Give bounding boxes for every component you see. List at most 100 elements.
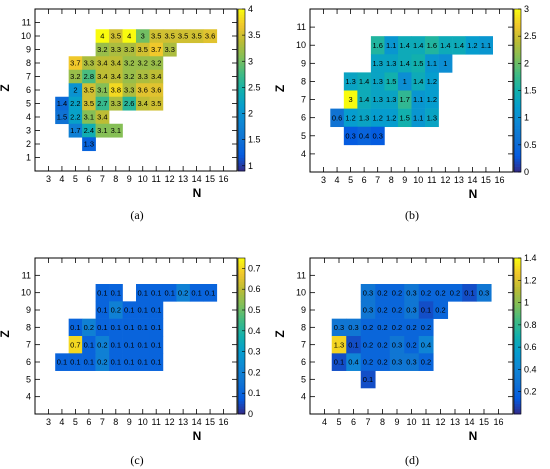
heatmap-cell xyxy=(425,108,439,128)
colorbar-segment xyxy=(514,307,521,311)
colorbar-segment xyxy=(514,120,521,124)
colorbar-segment xyxy=(514,346,521,350)
heatmap-cell xyxy=(68,69,83,84)
x-tick-label: 12 xyxy=(165,417,175,427)
colorbar-segment xyxy=(238,375,245,378)
cell-value-label: 0.1 xyxy=(138,306,148,315)
colorbar-segment xyxy=(238,44,245,48)
colorbar-segment xyxy=(238,359,245,363)
heatmap-cell xyxy=(122,69,137,84)
heatmap-cell xyxy=(389,301,405,319)
heatmap-cell xyxy=(465,36,480,55)
colorbar-segment xyxy=(238,46,245,50)
cell-value-label: 1.2 xyxy=(386,113,396,122)
cell-value-label: 3.4 xyxy=(111,59,121,68)
heatmap-cell xyxy=(109,301,123,319)
heatmap-cell xyxy=(343,72,358,91)
cell-value-label: 1.4 xyxy=(413,77,423,86)
heatmap-cell xyxy=(389,336,405,354)
heatmap-cell xyxy=(95,301,110,319)
y-tick-label: 1 xyxy=(26,153,31,163)
colorbar-tick-label: 0.7 xyxy=(248,263,261,273)
colorbar-segment xyxy=(238,144,245,148)
colorbar-segment xyxy=(238,310,245,313)
colorbar-segment xyxy=(514,356,521,360)
colorbar-segment xyxy=(514,364,521,368)
cell-value-label: 3.4 xyxy=(138,99,148,108)
cell-value-label: 3.6 xyxy=(138,86,148,95)
colorbar-segment xyxy=(238,141,245,145)
colorbar-tick-label: 3 xyxy=(248,56,253,66)
colorbar-segment xyxy=(514,372,521,376)
colorbar-segment xyxy=(238,154,245,158)
y-tick-label: 6 xyxy=(301,357,306,367)
colorbar-segment xyxy=(514,25,521,29)
colorbar-segment xyxy=(238,36,245,40)
colorbar-segment xyxy=(514,28,521,32)
colorbar-segment xyxy=(514,169,521,173)
colorbar-segment xyxy=(238,260,245,264)
colorbar-tick-label: 1.4 xyxy=(524,253,537,263)
colorbar-segment xyxy=(514,320,521,324)
cell-value-label: 0.3 xyxy=(348,323,358,332)
heatmap-cell xyxy=(370,72,385,91)
y-tick-label: 4 xyxy=(301,392,306,402)
colorbar-segment xyxy=(238,19,245,23)
colorbar-segment xyxy=(238,286,245,290)
y-tick-label: 8 xyxy=(26,322,31,332)
cell-value-label: 0.1 xyxy=(97,323,107,332)
colorbar-segment xyxy=(238,385,245,389)
heatmap-cell xyxy=(411,108,426,128)
cell-value-label: 4 xyxy=(127,32,131,41)
cell-value-label: 0.3 xyxy=(372,131,382,140)
heatmap-cell xyxy=(109,336,123,354)
heatmap-cell xyxy=(384,90,399,109)
x-tick-label: 14 xyxy=(467,175,477,185)
heatmap-cell xyxy=(404,353,420,371)
colorbar-segment xyxy=(514,49,521,53)
cell-value-label: 0.1 xyxy=(57,358,67,367)
colorbar-segment xyxy=(238,138,245,142)
colorbar-segment xyxy=(238,76,245,80)
colorbar-segment xyxy=(238,11,245,15)
heatmap-cell xyxy=(162,29,177,44)
heatmap-cell xyxy=(136,318,150,337)
heatmap-cell xyxy=(425,54,439,73)
colorbar-segment xyxy=(514,38,521,42)
panel-b: 1.6 1.1 1.4 1.4 1.6 1.4 1.4 1.2 1.11.3 1.3 1.4 1.5 1… xyxy=(273,4,537,222)
colorbar-frame xyxy=(513,257,522,415)
cell-value-label: 2 xyxy=(73,86,77,95)
x-tick-label: 12 xyxy=(435,417,445,427)
colorbar-tick-label: 0.6 xyxy=(248,284,261,294)
cell-value-label: 0.3 xyxy=(406,358,416,367)
y-axis-label: Z xyxy=(273,85,287,92)
heatmap-cell xyxy=(375,336,391,354)
colorbar-segment xyxy=(238,393,245,397)
colorbar-segment xyxy=(514,343,521,347)
heatmap-cell xyxy=(176,29,191,44)
cell-value-label: 0.1 xyxy=(124,306,134,315)
x-tick-label: 16 xyxy=(219,417,229,427)
colorbar-segment xyxy=(514,133,521,138)
heatmap-cell xyxy=(68,336,83,354)
heatmap-cell xyxy=(433,301,449,319)
heatmap-cell xyxy=(330,108,345,128)
heatmap-cell xyxy=(136,56,150,71)
colorbar-segment xyxy=(238,162,245,166)
cell-value-label: 3.1 xyxy=(97,126,107,135)
x-tick-label: 10 xyxy=(406,417,416,427)
heatmap-cell xyxy=(82,336,96,354)
x-tick-label: 6 xyxy=(362,175,367,185)
cell-value-label: 0.1 xyxy=(138,288,148,297)
colorbar-segment xyxy=(238,273,245,277)
colorbar-segment xyxy=(514,19,521,23)
heatmap-cell xyxy=(411,36,426,55)
heatmap-cell xyxy=(68,318,83,337)
colorbar-segment xyxy=(514,85,521,89)
x-tick-label: 6 xyxy=(86,174,91,184)
heatmap-cell xyxy=(136,336,150,354)
cell-value-label: 2.2 xyxy=(70,113,80,122)
colorbar-segment xyxy=(238,341,245,345)
x-tick-label: 7 xyxy=(100,417,105,427)
heatmap-cell xyxy=(203,284,218,302)
